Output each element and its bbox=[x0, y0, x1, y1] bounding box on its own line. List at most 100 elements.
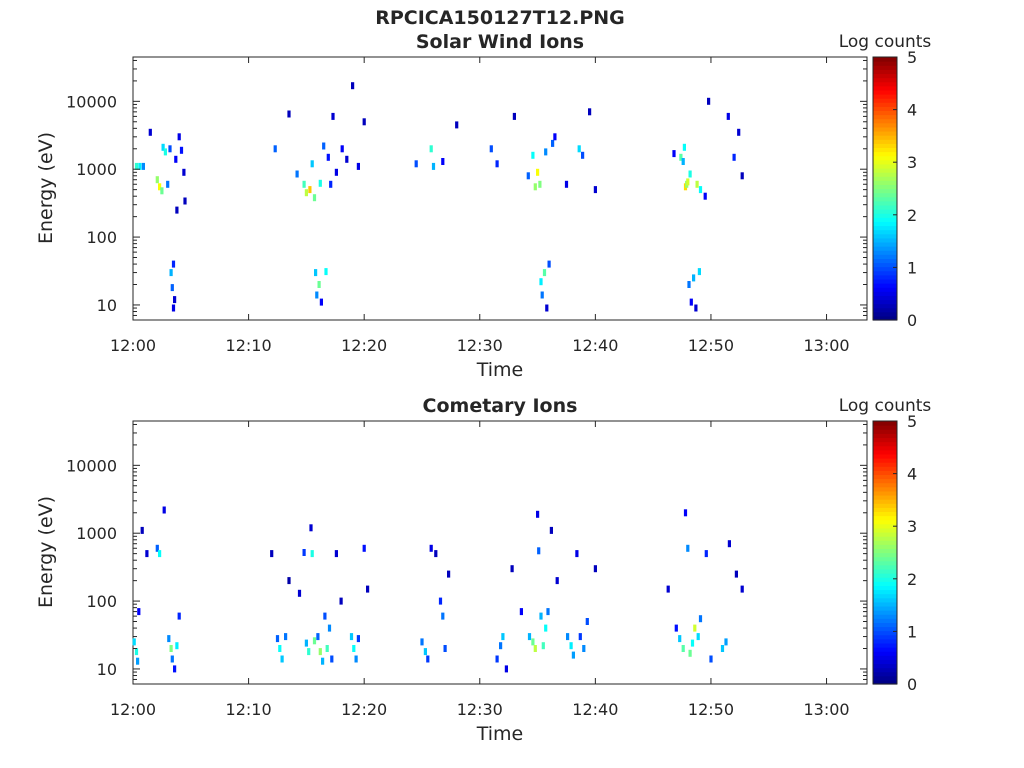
heatmap-cell bbox=[321, 657, 325, 665]
x-tick-label: 12:50 bbox=[688, 700, 734, 719]
figure-title: RPCICA150127T12.PNG bbox=[375, 7, 625, 29]
heatmap-cell bbox=[304, 189, 308, 197]
colorbar-segment bbox=[873, 577, 897, 582]
heatmap-cell bbox=[340, 145, 344, 153]
heatmap-cell bbox=[429, 544, 433, 552]
heatmap-cell bbox=[447, 570, 451, 578]
x-tick-label: 12:40 bbox=[572, 700, 618, 719]
heatmap-cell bbox=[679, 153, 683, 161]
heatmap-cell bbox=[575, 550, 579, 558]
y-tick-label: 10000 bbox=[66, 92, 117, 111]
heatmap-cell bbox=[356, 635, 360, 643]
heatmap-cell bbox=[318, 179, 322, 187]
heatmap-cells bbox=[134, 82, 744, 312]
heatmap-cell bbox=[148, 128, 152, 136]
colorbar-segment bbox=[873, 283, 897, 288]
heatmap-cell bbox=[307, 648, 311, 656]
x-axis: 12:00 12:10 12:20 12:30 12:40 12:50 13:00 bbox=[110, 421, 850, 719]
heatmap-cell bbox=[140, 526, 144, 534]
heatmap-cell bbox=[173, 665, 177, 673]
heatmap-cell bbox=[681, 158, 685, 165]
colorbar-label: Log counts bbox=[839, 396, 932, 416]
colorbar-segment bbox=[873, 65, 897, 70]
heatmap-cell bbox=[697, 268, 701, 276]
heatmap-cell bbox=[441, 612, 445, 620]
colorbar-segment bbox=[873, 135, 897, 140]
heatmap-cell bbox=[588, 108, 592, 116]
heatmap-cell bbox=[536, 510, 540, 518]
colorbar-segment bbox=[873, 188, 897, 194]
heatmap-cell bbox=[171, 304, 176, 312]
heatmap-cell bbox=[734, 570, 738, 578]
colorbar-segment bbox=[873, 486, 897, 492]
heatmap-cell bbox=[593, 186, 597, 194]
heatmap-cell bbox=[310, 550, 314, 558]
y-tick-label: 100 bbox=[86, 592, 117, 611]
heatmap-cell bbox=[692, 274, 696, 282]
colorbar-segment bbox=[873, 589, 897, 595]
heatmap-cell bbox=[138, 162, 142, 170]
colorbar-segment bbox=[873, 482, 897, 488]
colorbar-segment bbox=[873, 130, 897, 136]
y-axis-label: Energy (eV) bbox=[35, 132, 57, 244]
colorbar-segment bbox=[873, 213, 897, 218]
colorbar-segment bbox=[873, 159, 897, 165]
x-tick-label: 12:00 bbox=[110, 700, 156, 719]
x-tick-label: 12:10 bbox=[226, 700, 272, 719]
colorbar-tick-label: 2 bbox=[907, 570, 917, 589]
colorbar-segment bbox=[873, 122, 897, 128]
heatmap-cell bbox=[179, 146, 184, 154]
heatmap-cell bbox=[438, 597, 443, 605]
heatmap-cell bbox=[312, 194, 317, 202]
colorbar-segment bbox=[873, 536, 897, 541]
heatmap-cell bbox=[136, 657, 140, 665]
heatmap-cell bbox=[542, 269, 547, 277]
colorbar-segment bbox=[873, 655, 897, 660]
colorbar-segment bbox=[873, 61, 897, 66]
heatmap-cell bbox=[533, 645, 537, 652]
heatmap-cell bbox=[553, 133, 557, 141]
colorbar-segment bbox=[873, 274, 897, 280]
colorbar-segment bbox=[873, 237, 897, 243]
colorbar-segment bbox=[873, 515, 897, 521]
heatmap-cell bbox=[315, 291, 319, 299]
heatmap-cell bbox=[317, 281, 321, 288]
colorbar-segment bbox=[873, 478, 897, 484]
colorbar-segment bbox=[873, 618, 897, 623]
colorbar-segment bbox=[873, 172, 897, 177]
heatmap-cell bbox=[732, 153, 736, 161]
colorbar-segment bbox=[873, 102, 897, 107]
colorbar-segment bbox=[873, 671, 897, 677]
heatmap-cell bbox=[687, 281, 691, 288]
heatmap-cell bbox=[582, 645, 586, 652]
heatmap-cell bbox=[160, 187, 164, 195]
heatmap-cell bbox=[169, 645, 173, 652]
heatmap-cell bbox=[339, 597, 343, 605]
heatmap-cell bbox=[183, 197, 187, 205]
heatmap-cell bbox=[666, 585, 670, 593]
heatmap-cell bbox=[327, 624, 332, 632]
heatmap-cell bbox=[495, 160, 499, 168]
heatmap-cell bbox=[275, 635, 280, 643]
colorbar-segment bbox=[873, 85, 897, 91]
heatmap-cell bbox=[683, 509, 688, 517]
heatmap-cell bbox=[177, 612, 181, 620]
heatmap-cell bbox=[426, 655, 430, 663]
heatmap-cell bbox=[689, 298, 693, 306]
heatmap-cell bbox=[329, 180, 333, 188]
heatmap-cell bbox=[316, 633, 320, 641]
x-tick-label: 13:00 bbox=[803, 336, 849, 355]
heatmap-cell bbox=[163, 148, 167, 156]
colorbar-segment bbox=[873, 421, 897, 426]
heatmap-cell bbox=[137, 608, 141, 616]
heatmap-cell bbox=[707, 97, 711, 105]
colorbar-segment bbox=[873, 548, 897, 554]
colorbar-segment bbox=[873, 303, 897, 309]
heatmap-cell bbox=[724, 638, 728, 646]
heatmap-cell bbox=[495, 655, 499, 663]
heatmap-cell bbox=[740, 585, 744, 593]
colorbar-segment bbox=[873, 291, 897, 296]
colorbar-segment bbox=[873, 81, 897, 87]
heatmap-cell bbox=[351, 82, 355, 90]
colorbar-tick-label: 5 bbox=[907, 412, 917, 431]
